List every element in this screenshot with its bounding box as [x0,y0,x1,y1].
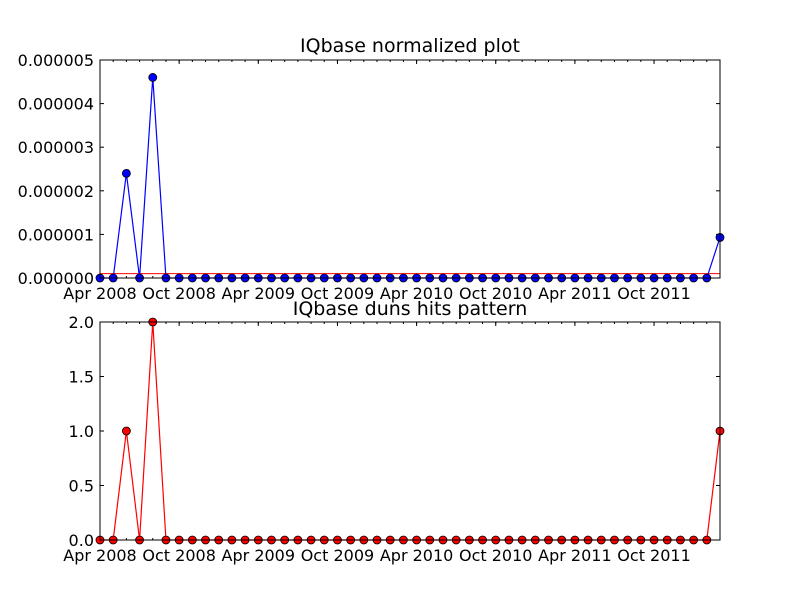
x-tick-label: Oct 2011 [617,546,690,565]
x-tick-label: Apr 2010 [380,546,453,565]
x-tick-label: Apr 2011 [538,284,611,303]
chart-title: IQbase normalized plot [300,35,520,57]
y-tick-label: 0.000001 [18,225,94,244]
x-tick-label: Apr 2009 [222,284,295,303]
x-tick-label: Apr 2010 [380,284,453,303]
tick-labels-group: Apr 2008 Oct 2008 Apr 2009 Oct 2009 Apr 2010… [18,51,691,303]
x-tick-label: Oct 2008 [142,284,215,303]
duns-hits-chart: IQbase duns hits pattern Apr 2008 Oct 200… [63,298,725,565]
chart-title: IQbase duns hits pattern [293,298,528,320]
axes-frame [99,59,721,279]
x-tick-label: Oct 2010 [459,546,532,565]
tick-labels-group: Apr 2008 Oct 2008 Apr 2009 Oct 2009 Apr 2010… [63,313,691,565]
x-tick-label: Apr 2011 [538,546,611,565]
y-tick-label: 0.000004 [18,95,94,114]
x-tick-label: Apr 2009 [222,546,295,565]
x-tick-label: Oct 2010 [459,284,532,303]
data-point [121,426,131,436]
y-tick-label: 0.000003 [18,138,94,157]
x-tick-label: Oct 2011 [617,284,690,303]
x-tick-label: Apr 2008 [63,284,136,303]
y-tick-label: 1.5 [69,368,94,387]
data-point [121,168,131,178]
axes-frame [99,321,721,541]
x-tick-label: Oct 2008 [142,546,215,565]
x-tick-label: Oct 2009 [301,546,374,565]
x-tick-label: Oct 2009 [301,284,374,303]
plot-area [100,322,720,540]
normalized-plot-chart: IQbase normalized plot Apr 2008 Oct 2008 A… [18,35,725,303]
y-tick-label: 0.000005 [18,51,94,70]
y-tick-label: 0.0 [69,531,94,550]
data-point [148,73,158,82]
y-tick-label: 0.000000 [18,269,94,288]
x-tick-label: Apr 2008 [63,546,136,565]
plot-area [100,60,720,278]
y-tick-label: 1.0 [69,422,94,441]
y-tick-label: 2.0 [69,313,94,332]
y-tick-label: 0.5 [69,477,94,496]
y-tick-label: 0.000002 [18,182,94,201]
